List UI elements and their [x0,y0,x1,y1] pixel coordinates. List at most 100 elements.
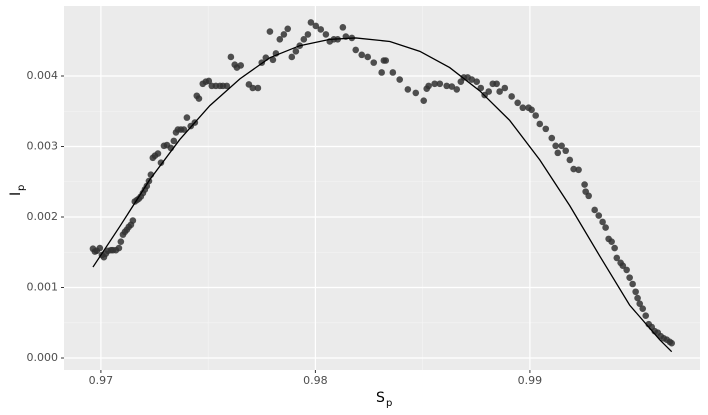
point [508,93,515,100]
point [157,159,165,167]
x-tick-label: 0.97 [89,374,114,387]
point [223,82,231,90]
point [431,80,438,88]
point [602,224,609,231]
panel [64,6,700,370]
point [284,25,292,33]
point [154,150,162,157]
fit-line [92,37,673,353]
point [317,26,325,33]
point [668,339,675,347]
point [227,53,235,61]
point [339,24,347,31]
point [519,104,527,112]
y-axis-label-subscript: p [16,185,27,191]
point [404,86,412,93]
y-axis-label-group: I p [8,185,27,196]
point [629,280,636,288]
point [608,238,615,245]
point [636,300,644,308]
point [548,134,556,142]
point [420,97,428,104]
point [496,88,503,95]
point [276,36,284,43]
y-axis-label: I [8,192,24,196]
y-tick-label: 0.003 [27,140,59,153]
point [237,62,245,69]
point [448,83,456,90]
point [300,36,308,43]
point [195,95,203,102]
point [205,77,213,85]
point [570,165,577,173]
point [358,51,366,59]
point [591,206,598,214]
point [180,126,188,133]
point [585,192,592,200]
point [183,114,191,121]
point [292,48,300,55]
point [288,53,296,61]
point [468,76,476,83]
point [575,166,582,174]
point [322,31,330,38]
point [639,305,647,312]
point [581,181,588,188]
point [623,266,630,274]
point [642,312,650,320]
point [117,238,125,245]
point [115,244,123,252]
point [412,89,420,97]
point [634,294,641,302]
point [536,120,544,128]
point [528,106,535,114]
point [249,84,257,92]
point [485,88,493,95]
point [562,147,570,155]
point [129,217,137,224]
point [611,244,618,252]
point [542,125,550,133]
point [312,22,320,30]
point [599,218,606,226]
point [493,80,500,88]
point [170,137,178,145]
point [566,156,574,164]
y-tick-label: 0.004 [27,69,59,82]
point [378,69,385,76]
point [280,31,288,38]
point [453,86,461,93]
point [382,57,390,64]
point [254,84,262,92]
y-tick-label: 0.000 [27,351,59,364]
point [552,142,559,150]
point [443,82,450,90]
point [389,69,397,76]
x-axis-label-subscript: p [386,398,392,409]
point [370,59,378,66]
point [436,80,444,88]
point [396,76,403,83]
point [96,244,104,252]
point [613,254,621,262]
point [352,46,360,54]
point [473,78,481,85]
point [595,212,603,219]
point [307,19,315,26]
point [501,84,509,92]
point [619,262,627,269]
point [266,28,274,35]
point [269,56,277,64]
point [632,288,639,296]
point [554,149,562,157]
y-tick-label: 0.002 [27,210,59,223]
x-tick-label: 0.98 [303,374,328,387]
point [626,274,633,281]
x-tick-label: 0.99 [518,374,543,387]
point [514,99,521,107]
x-axis-label: S [376,390,385,406]
point [532,112,539,119]
point [364,53,372,61]
